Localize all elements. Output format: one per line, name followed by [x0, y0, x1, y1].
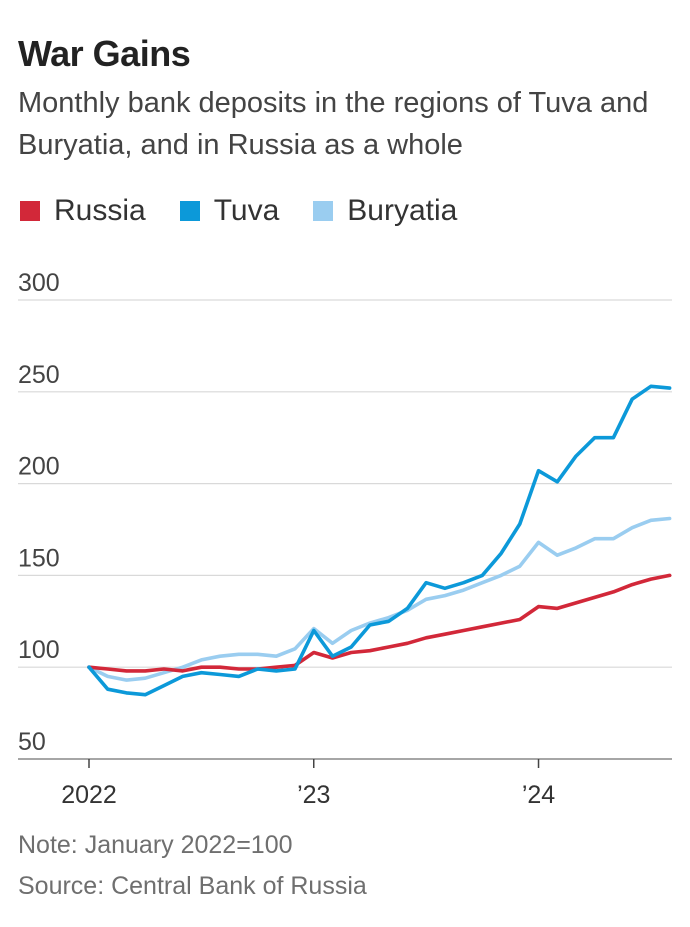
chart-subtitle: Monthly bank deposits in the regions of …	[18, 87, 649, 161]
y-tick-label-50: 50	[18, 728, 46, 756]
legend-label-russia: Russia	[54, 194, 146, 227]
x-tick-label-2: ’24	[522, 781, 555, 809]
y-tick-label-250: 250	[18, 361, 60, 389]
series-line-russia	[87, 573, 672, 673]
legend-item-buryatia: Buryatia	[313, 194, 457, 228]
x-axis-layer: 2022 ’23 ’24	[61, 759, 555, 809]
legend-swatch-buryatia	[313, 201, 334, 221]
chart-source: Source: Central Bank of Russia	[18, 872, 367, 900]
chart-legend: Russia Tuva Buryatia	[20, 194, 491, 228]
y-tick-label-150: 150	[18, 544, 60, 572]
chart-note: Note: January 2022=100	[18, 831, 293, 859]
legend-item-russia: Russia	[20, 194, 146, 228]
grid-layer: 50 100 150 200 250 300	[18, 269, 672, 760]
series-layer	[87, 384, 672, 697]
legend-item-tuva: Tuva	[179, 194, 280, 228]
legend-swatch-russia	[20, 201, 40, 221]
x-tick-label-1: ’23	[297, 781, 330, 809]
legend-label-tuva: Tuva	[213, 194, 280, 227]
x-tick-label-0: 2022	[61, 781, 117, 809]
series-line-buryatia	[87, 516, 672, 682]
y-tick-label-300: 300	[18, 269, 60, 297]
legend-label-buryatia: Buryatia	[347, 194, 458, 227]
y-tick-label-100: 100	[18, 636, 60, 664]
series-line-tuva	[87, 384, 672, 697]
y-tick-label-200: 200	[18, 453, 60, 481]
chart-title: War Gains	[18, 33, 191, 74]
legend-swatch-tuva	[179, 201, 200, 221]
